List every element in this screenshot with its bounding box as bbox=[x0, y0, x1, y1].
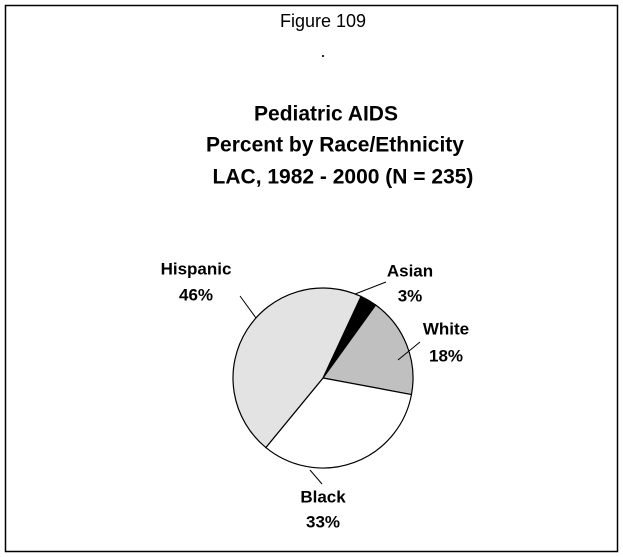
slice-label: White bbox=[423, 319, 469, 338]
chart-title: Pediatric AIDS bbox=[254, 103, 398, 126]
pie-slice bbox=[321, 304, 414, 396]
note: . bbox=[320, 41, 325, 61]
leader-line bbox=[309, 469, 323, 485]
figure-label: Figure 109 bbox=[280, 11, 366, 31]
value-label: 3% bbox=[398, 286, 423, 305]
chart-title: Percent by Race/Ethnicity bbox=[206, 134, 464, 157]
slice-label: Asian bbox=[387, 261, 433, 280]
value-label: 46% bbox=[179, 285, 213, 304]
slice-label: Hispanic bbox=[161, 259, 232, 278]
frame bbox=[4, 4, 619, 553]
pie-slice bbox=[232, 287, 362, 449]
pie-slice bbox=[265, 377, 413, 469]
leader-line bbox=[239, 295, 257, 319]
leader-line bbox=[397, 341, 421, 361]
value-label: 18% bbox=[429, 346, 463, 365]
value-label: 33% bbox=[306, 512, 340, 531]
slice-label: Black bbox=[300, 487, 346, 506]
chart-title: LAC, 1982 - 2000 (N = 235) bbox=[213, 166, 474, 189]
